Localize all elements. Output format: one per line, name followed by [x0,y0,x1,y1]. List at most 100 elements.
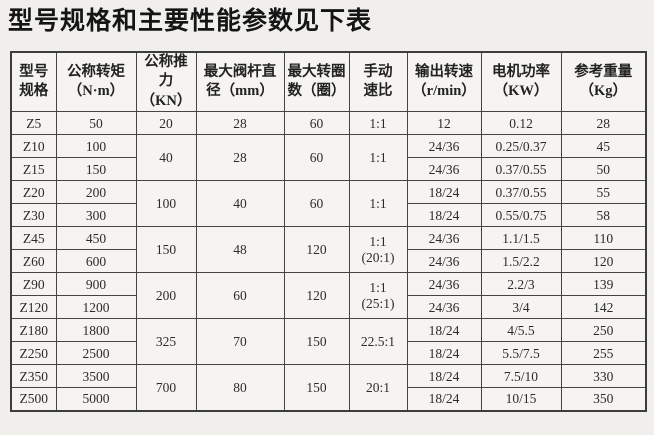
cell-turns-z90: 120 [283,272,350,320]
cell-speed-z250: 18/24 [406,341,482,366]
column-header-speed: 输出转速 （r/min） [406,51,482,113]
table-row-z5: Z5 50 20 28 60 1:1 12 0.12 28 [10,111,647,136]
table-row-z30: Z30 300 18/24 0.55/0.75 58 [10,203,647,228]
cell-torque-z10: 100 [55,134,137,159]
cell-thrust-z180: 325 [135,318,197,366]
cell-weight-z20: 55 [560,180,647,205]
cell-model-z90: Z90 [10,272,57,297]
cell-ratio-z20: 1:1 [348,180,408,228]
cell-ratio-z350: 20:1 [348,364,408,412]
cell-model-z10: Z10 [10,134,57,159]
table-row-z250: Z250 2500 18/24 5.5/7.5 255 [10,341,647,366]
column-header-torque: 公称转矩 （N·m） [55,51,137,113]
cell-stem-z5: 28 [195,111,285,136]
column-header-model: 型号 规格 [10,51,57,113]
cell-turns-z180: 150 [283,318,350,366]
cell-model-z500: Z500 [10,387,57,412]
table-row-z350: Z350 3500 700 80 150 20:1 18/24 7.5/10 330 [10,364,647,412]
cell-power-z350: 7.5/10 [480,364,562,389]
cell-turns-z20: 60 [283,180,350,228]
table-body: Z5 50 20 28 60 1:1 12 0.12 28 Z10 100 40 28 60 1:1 24/3… [10,111,647,412]
cell-weight-z5: 28 [560,111,647,136]
table-row-z45: Z45 450 150 48 120 1:1 (20:1) 24/36 1.1/1.5 110 [10,226,647,274]
cell-model-z15: Z15 [10,157,57,182]
cell-weight-z500: 350 [560,387,647,412]
column-header-ratio: 手动 速比 [348,51,408,113]
cell-speed-z350: 18/24 [406,364,482,389]
cell-weight-z15: 50 [560,157,647,182]
table-row-z90: Z90 900 200 60 120 1:1 (25:1) 24/36 2.2/3 139 [10,272,647,320]
cell-stem-z90: 60 [195,272,285,320]
cell-torque-z500: 5000 [55,387,137,412]
cell-torque-z250: 2500 [55,341,137,366]
cell-model-z120: Z120 [10,295,57,320]
cell-speed-z20: 18/24 [406,180,482,205]
cell-weight-z350: 330 [560,364,647,389]
cell-turns-z5: 60 [283,111,350,136]
cell-turns-z350: 150 [283,364,350,412]
cell-torque-z30: 300 [55,203,137,228]
cell-thrust-z350: 700 [135,364,197,412]
cell-stem-z20: 40 [195,180,285,228]
cell-turns-z10: 60 [283,134,350,182]
cell-ratio-z180: 22.5:1 [348,318,408,366]
cell-thrust-z20: 100 [135,180,197,228]
cell-speed-z60: 24/36 [406,249,482,274]
cell-power-z90: 2.2/3 [480,272,562,297]
table-row-z15: Z15 150 24/36 0.37/0.55 50 [10,157,647,182]
cell-torque-z45: 450 [55,226,137,251]
cell-weight-z60: 120 [560,249,647,274]
cell-stem-z45: 48 [195,226,285,274]
page: 型号规格和主要性能参数见下表 型号 规格 公称转矩 （N·m） 公称推力 （KN）最… [0,6,654,412]
table-row-z60: Z60 600 24/36 1.5/2.2 120 [10,249,647,274]
cell-turns-z45: 120 [283,226,350,274]
cell-stem-z180: 70 [195,318,285,366]
cell-power-z5: 0.12 [480,111,562,136]
cell-model-z250: Z250 [10,341,57,366]
cell-weight-z180: 250 [560,318,647,343]
spec-table: 型号 规格 公称转矩 （N·m） 公称推力 （KN） 最大阀杆直 径（mm） 最大转圈 … [10,50,647,412]
cell-thrust-z90: 200 [135,272,197,320]
cell-torque-z5: 50 [55,111,137,136]
cell-speed-z500: 18/24 [406,387,482,412]
cell-torque-z120: 1200 [55,295,137,320]
cell-stem-z10: 28 [195,134,285,182]
cell-thrust-z10: 40 [135,134,197,182]
cell-model-z350: Z350 [10,364,57,389]
cell-power-z500: 10/15 [480,387,562,412]
cell-torque-z20: 200 [55,180,137,205]
cell-weight-z30: 58 [560,203,647,228]
cell-speed-z120: 24/36 [406,295,482,320]
cell-weight-z250: 255 [560,341,647,366]
cell-thrust-z5: 20 [135,111,197,136]
cell-ratio-z5: 1:1 [348,111,408,136]
cell-ratio-z10: 1:1 [348,134,408,182]
cell-speed-z15: 24/36 [406,157,482,182]
cell-power-z30: 0.55/0.75 [480,203,562,228]
cell-torque-z60: 600 [55,249,137,274]
cell-power-z180: 4/5.5 [480,318,562,343]
table-row-z180: Z180 1800 325 70 150 22.5:1 18/24 4/5.5 250 [10,318,647,366]
cell-stem-z350: 80 [195,364,285,412]
column-header-turns: 最大转圈 数（圈） [283,51,350,113]
cell-torque-z180: 1800 [55,318,137,343]
header-row: 型号 规格 公称转矩 （N·m） 公称推力 （KN） 最大阀杆直 径（mm） 最大转圈 … [10,51,647,113]
cell-speed-z5: 12 [406,111,482,136]
cell-power-z120: 3/4 [480,295,562,320]
cell-model-z45: Z45 [10,226,57,251]
cell-weight-z90: 139 [560,272,647,297]
cell-speed-z10: 24/36 [406,134,482,159]
cell-thrust-z45: 150 [135,226,197,274]
cell-speed-z90: 24/36 [406,272,482,297]
cell-model-z20: Z20 [10,180,57,205]
table-row-z10: Z10 100 40 28 60 1:1 24/36 0.25/0.37 45 [10,134,647,182]
cell-model-z5: Z5 [10,111,57,136]
cell-power-z45: 1.1/1.5 [480,226,562,251]
column-header-stem: 最大阀杆直 径（mm） [195,51,285,113]
table-row-z20: Z20 200 100 40 60 1:1 18/24 0.37/0.55 55 [10,180,647,228]
cell-weight-z120: 142 [560,295,647,320]
cell-torque-z350: 3500 [55,364,137,389]
cell-model-z180: Z180 [10,318,57,343]
column-header-weight: 参考重量 （Kg） [560,51,647,113]
cell-speed-z45: 24/36 [406,226,482,251]
